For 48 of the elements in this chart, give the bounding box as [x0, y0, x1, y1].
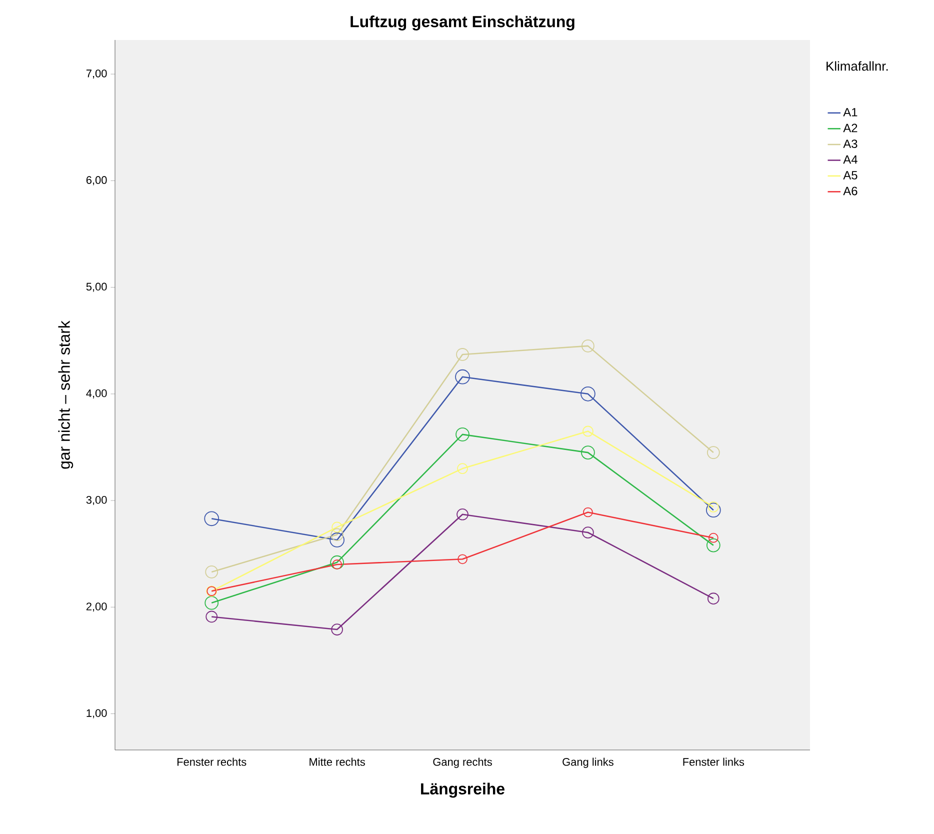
point [458, 554, 468, 564]
y-tick-label: 7,00 [86, 70, 107, 79]
point [330, 532, 344, 548]
point [580, 386, 596, 402]
x-tick-label: Gang links [562, 758, 614, 768]
point [582, 426, 594, 437]
point [205, 566, 218, 578]
point [581, 446, 595, 460]
point [455, 369, 470, 384]
y-tick-label: 4,00 [86, 389, 107, 398]
legend-label: A2 [843, 124, 858, 132]
x-tick-label: Mitte rechts [310, 758, 365, 766]
point [332, 522, 342, 533]
y-tick-label: 1,00 [86, 709, 107, 718]
x-axis-title: Längsreihe [421, 782, 504, 798]
legend-label: A6 [843, 186, 858, 196]
x-tick-label: Gang rechts [433, 758, 492, 768]
point [331, 624, 343, 636]
x-tick-label: Fenster links [683, 758, 744, 766]
point [204, 596, 219, 610]
point [456, 348, 469, 361]
legend-label: A3 [843, 140, 858, 148]
point [707, 592, 720, 605]
y-tick-label: 2,00 [86, 602, 107, 612]
legend-label: A5 [843, 171, 858, 180]
point [330, 555, 344, 570]
point [582, 340, 594, 352]
point [330, 528, 344, 542]
point [706, 538, 720, 552]
y-axis-title: gar nicht – sehr stark [58, 320, 74, 469]
point [206, 610, 218, 623]
point [456, 508, 468, 520]
point [457, 463, 468, 474]
legend-label: A1 [843, 108, 858, 116]
chart-title: Luftzug gesamt Einschätzung [350, 16, 574, 30]
y-tick-label: 5,00 [86, 282, 107, 292]
point [706, 502, 721, 518]
point [706, 446, 720, 459]
point [204, 511, 220, 526]
legend-label: A4 [843, 155, 858, 164]
point [456, 428, 470, 442]
y-tick-label: 6,00 [86, 176, 107, 186]
legend-title: Klimafallnr. [826, 61, 888, 71]
point [583, 507, 593, 518]
x-tick-label: Fenster rechts [177, 758, 246, 766]
point [582, 526, 594, 538]
y-tick-label: 3,00 [86, 496, 107, 506]
point [708, 532, 718, 543]
